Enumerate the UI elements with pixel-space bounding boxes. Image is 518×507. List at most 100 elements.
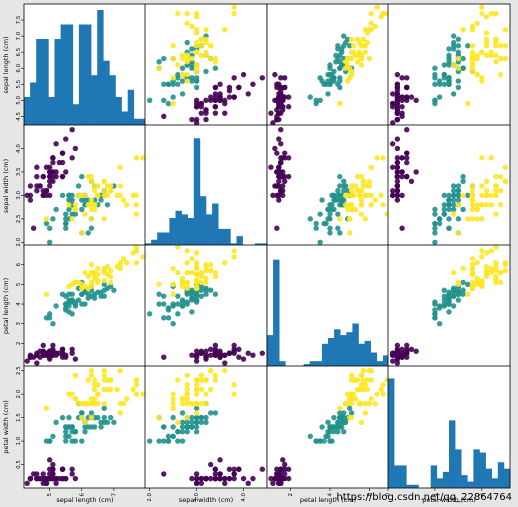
scatter-point	[432, 230, 438, 236]
scatter-point	[380, 10, 386, 17]
scatter-point	[502, 260, 509, 266]
scatter-point	[170, 55, 176, 62]
scatter-point	[479, 254, 485, 260]
scatter-point	[203, 263, 209, 270]
scatter-point	[207, 267, 214, 274]
scatter-point	[436, 94, 443, 100]
scatter-point	[432, 211, 438, 217]
scatter-point	[212, 110, 219, 116]
scatter-point	[348, 183, 355, 189]
scatter-point	[107, 279, 114, 286]
scatter-point	[479, 216, 485, 222]
scatter-point	[441, 287, 448, 293]
scatter-point	[95, 277, 101, 284]
scatter-point	[133, 155, 140, 161]
scatter-point	[170, 396, 176, 402]
scatter-point	[184, 299, 190, 305]
scatter-point	[502, 178, 509, 185]
scatter-point	[278, 141, 284, 147]
scatter-point	[432, 299, 438, 305]
scatter-point	[483, 178, 490, 185]
scatter-point	[59, 150, 66, 156]
scatter-point	[450, 202, 457, 208]
scatter-point	[193, 391, 200, 397]
scatter-point	[46, 169, 53, 175]
scatter-point	[493, 192, 499, 199]
scatter-point	[179, 279, 186, 286]
scatter-point	[321, 438, 327, 444]
scatter-point	[474, 281, 480, 288]
scatter-point	[175, 244, 181, 250]
scatter-point	[217, 91, 223, 97]
scatter-point	[455, 279, 462, 286]
y-tick-label: 6	[16, 262, 22, 266]
scatter-point	[358, 62, 365, 68]
scatter-point	[474, 55, 480, 62]
scatter-point	[193, 297, 200, 303]
scatter-point	[203, 352, 209, 358]
scatter-point	[198, 110, 205, 116]
scatter-point	[321, 220, 327, 227]
scatter-point	[276, 471, 282, 477]
scatter-point	[170, 94, 176, 100]
scatter-point	[497, 43, 504, 49]
scatter-point	[117, 265, 124, 272]
scatter-point	[327, 216, 333, 222]
scatter-point	[212, 104, 219, 110]
scatter-point	[179, 424, 186, 430]
scatter-point	[497, 173, 504, 180]
x-tick-label: 6	[367, 493, 373, 497]
scatter-point	[184, 372, 190, 379]
histogram-bar	[279, 361, 286, 367]
scatter-point	[203, 68, 209, 75]
scatter-point	[483, 30, 490, 36]
scatter-point	[450, 39, 457, 46]
scatter-point	[497, 279, 504, 286]
y-tick-label: 5.0	[16, 95, 22, 104]
scatter-point	[124, 260, 130, 266]
scatter-point	[170, 321, 176, 327]
scatter-point	[79, 230, 85, 236]
scatter-point	[337, 414, 343, 421]
scatter-point	[101, 367, 107, 374]
scatter-point	[282, 471, 288, 477]
scatter-point	[198, 377, 205, 383]
scatter-point	[46, 352, 53, 358]
scatter-point	[450, 62, 457, 68]
y-tick-label: 1.0	[16, 436, 22, 445]
scatter-point	[469, 202, 476, 208]
scatter-point	[75, 192, 82, 199]
scatter-point	[184, 279, 190, 286]
scatter-point	[27, 197, 34, 203]
scatter-point	[198, 43, 205, 49]
scatter-point	[165, 315, 172, 321]
scatter-point	[469, 187, 476, 194]
scatter-point	[88, 414, 95, 421]
scatter-point	[101, 405, 107, 411]
scatter-point	[455, 291, 462, 297]
scatter-point	[88, 372, 95, 379]
scatter-point	[82, 211, 88, 217]
scatter-point	[140, 155, 146, 161]
scatter-point	[346, 405, 353, 411]
scatter-point	[250, 352, 256, 358]
scatter-point	[50, 155, 56, 161]
scatter-point	[474, 260, 480, 266]
scatter-point	[245, 350, 251, 356]
scatter-point	[40, 173, 46, 180]
scatter-point	[75, 400, 82, 407]
scatter-point	[203, 285, 209, 291]
scatter-point	[72, 206, 79, 213]
scatter-point	[441, 192, 448, 199]
scatter-point	[156, 414, 162, 421]
scatter-point	[207, 386, 214, 393]
scatter-point	[389, 358, 396, 364]
scatter-point	[278, 159, 284, 166]
scatter-point	[124, 396, 130, 402]
scatter-point	[360, 183, 367, 189]
scatter-point	[193, 419, 200, 426]
scatter-point	[436, 216, 443, 222]
y-tick-label: 6.0	[16, 63, 22, 72]
histogram-bar	[364, 340, 371, 367]
scatter-point	[85, 424, 91, 430]
